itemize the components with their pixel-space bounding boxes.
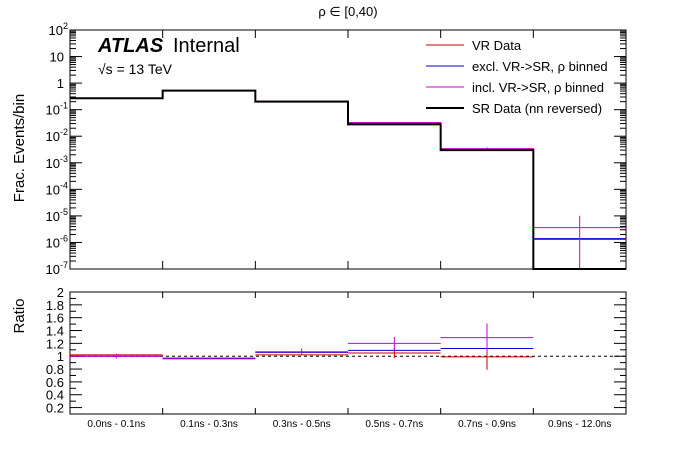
ratio-tick-label: 1.8 [46, 298, 64, 313]
ratio-panel-series [70, 323, 534, 370]
legend: VR Data excl. VR->SR, ρ binned incl. VR->S… [426, 38, 608, 116]
ratio-tick-label: 0.4 [46, 388, 64, 403]
atlas-status-label: Internal [173, 35, 240, 57]
atlas-label: ATLAS [97, 35, 164, 57]
y-tick-label: 10-2 [46, 127, 68, 144]
x-category-label: 0.1ns - 0.3ns [180, 419, 238, 430]
top-panel-series [70, 89, 626, 270]
y-tick-label: 10-5 [46, 207, 68, 224]
x-category-label: 0.3ns - 0.5ns [273, 419, 331, 430]
legend-label: SR Data (nn reversed) [472, 101, 602, 116]
y-tick-label: 10-3 [46, 154, 68, 171]
y-tick-label: 10-1 [46, 101, 68, 118]
y-tick-label: 1 [57, 76, 64, 91]
y-tick-label: 10-6 [46, 233, 68, 250]
y-tick-label: 102 [49, 21, 68, 38]
ratio-tick-label: 2 [57, 285, 64, 300]
ratio-panel-ticks: 0.20.40.60.811.21.41.61.82 [46, 285, 627, 416]
x-category-label: 0.7ns - 0.9ns [458, 419, 516, 430]
ratio-tick-label: 0.6 [46, 375, 64, 390]
chart-title: ρ ∈ [0,40) [318, 4, 377, 19]
legend-label: incl. VR->SR, ρ binned [472, 80, 604, 95]
ratio-tick-label: 1.2 [46, 336, 64, 351]
y-tick-label: 10-4 [46, 180, 68, 197]
ratio-tick-label: 1.4 [46, 324, 64, 339]
ratio-tick-label: 1 [57, 349, 64, 364]
x-category-label: 0.5ns - 0.7ns [365, 419, 423, 430]
top-y-axis-label: Frac. Events/bin [11, 94, 28, 202]
series-step-line [70, 89, 626, 270]
ratio-tick-label: 0.8 [46, 362, 64, 377]
ratio-y-axis-label: Ratio [11, 298, 28, 333]
ratio-tick-label: 1.6 [46, 311, 64, 326]
y-tick-label: 10-7 [46, 260, 68, 277]
legend-label: excl. VR->SR, ρ binned [472, 59, 608, 74]
y-tick-label: 10 [50, 50, 64, 65]
x-category-label: 0.9ns - 12.0ns [548, 419, 611, 430]
ratio-tick-label: 0.2 [46, 401, 64, 416]
x-category-label: 0.0ns - 0.1ns [87, 419, 145, 430]
x-axis-category-labels: 0.0ns - 0.1ns 0.1ns - 0.3ns 0.3ns - 0.5ns 0… [87, 419, 611, 430]
legend-label: VR Data [472, 38, 522, 53]
energy-label: √s = 13 TeV [98, 61, 173, 77]
